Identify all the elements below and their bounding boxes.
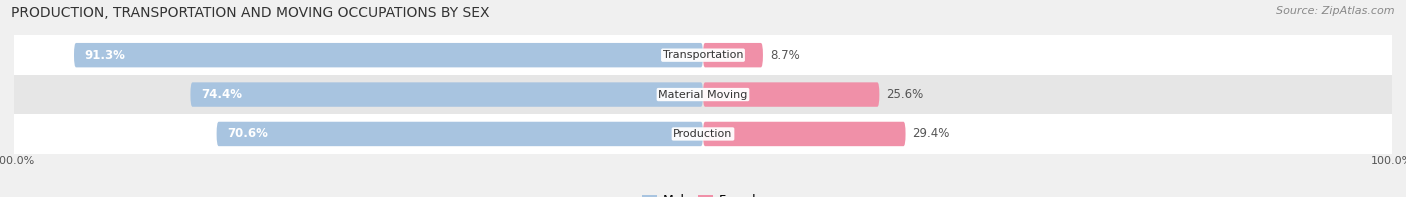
Legend: Male, Female: Male, Female xyxy=(637,190,769,197)
Text: Source: ZipAtlas.com: Source: ZipAtlas.com xyxy=(1277,6,1395,16)
Text: Production: Production xyxy=(673,129,733,139)
FancyBboxPatch shape xyxy=(703,82,879,107)
Text: Transportation: Transportation xyxy=(662,50,744,60)
Bar xyxy=(14,114,1392,154)
Text: 74.4%: 74.4% xyxy=(201,88,242,101)
FancyBboxPatch shape xyxy=(75,43,703,67)
FancyBboxPatch shape xyxy=(703,122,905,146)
Text: Material Moving: Material Moving xyxy=(658,90,748,99)
Text: 25.6%: 25.6% xyxy=(886,88,924,101)
Bar xyxy=(14,35,1392,75)
FancyBboxPatch shape xyxy=(190,82,703,107)
FancyBboxPatch shape xyxy=(703,43,763,67)
Text: PRODUCTION, TRANSPORTATION AND MOVING OCCUPATIONS BY SEX: PRODUCTION, TRANSPORTATION AND MOVING OC… xyxy=(11,6,489,20)
Text: 29.4%: 29.4% xyxy=(912,127,950,140)
Text: 70.6%: 70.6% xyxy=(226,127,267,140)
Text: 8.7%: 8.7% xyxy=(770,49,800,62)
Text: 91.3%: 91.3% xyxy=(84,49,125,62)
Bar xyxy=(14,75,1392,114)
FancyBboxPatch shape xyxy=(217,122,703,146)
